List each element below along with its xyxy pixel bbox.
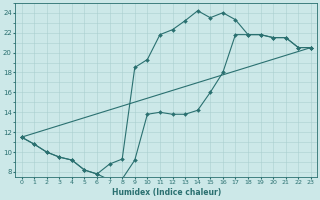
X-axis label: Humidex (Indice chaleur): Humidex (Indice chaleur) bbox=[112, 188, 221, 197]
